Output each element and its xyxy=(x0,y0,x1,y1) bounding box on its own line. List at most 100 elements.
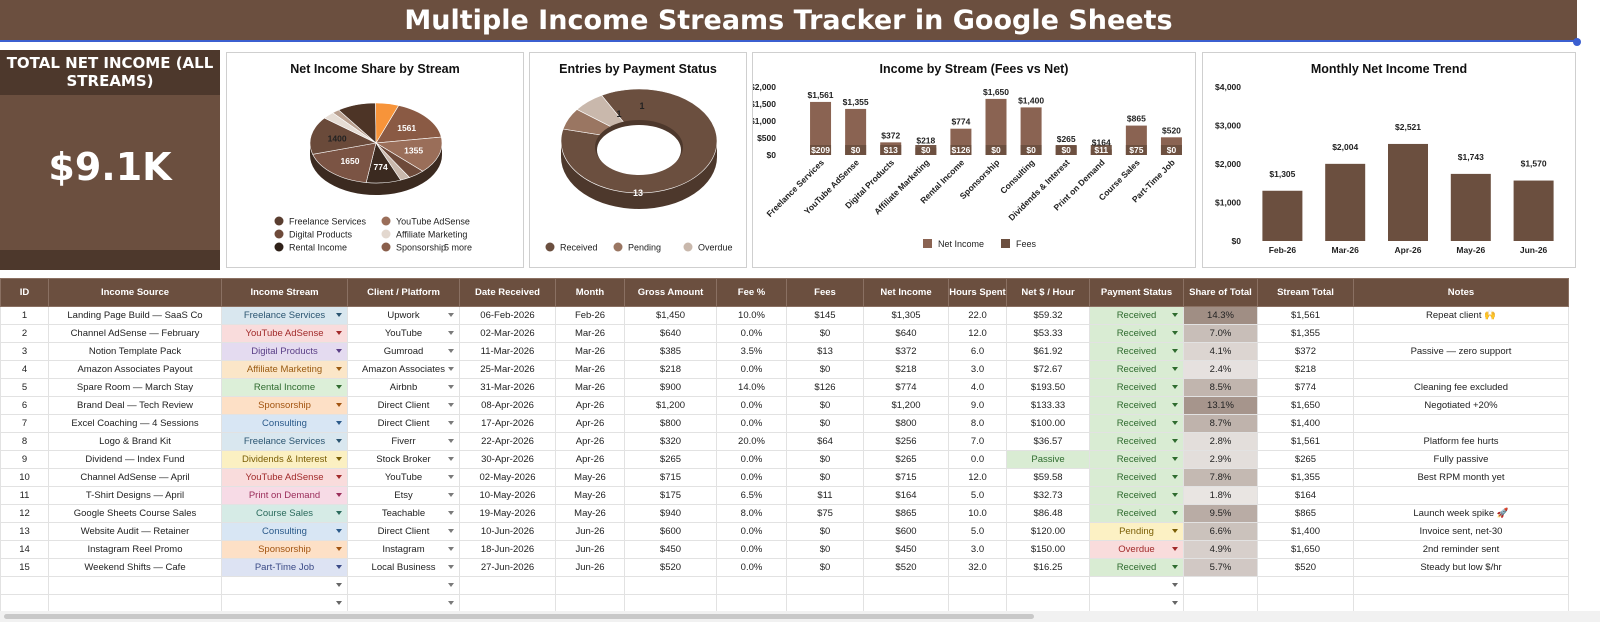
cell-id[interactable]: 6 xyxy=(0,396,49,415)
cell-date-received[interactable]: 17-Apr-2026 xyxy=(459,414,556,433)
cell-notes[interactable]: Negotiated +20% xyxy=(1353,396,1569,415)
cell-notes[interactable]: Best RPM month yet xyxy=(1353,468,1569,487)
cell-month[interactable]: Jun-26 xyxy=(555,540,625,559)
cell-date-received[interactable]: 19-May-2026 xyxy=(459,504,556,523)
cell-stream-total[interactable]: $1,355 xyxy=(1257,324,1354,343)
cell-net-income[interactable]: $600 xyxy=(863,522,949,541)
cell-date-received[interactable]: 11-Mar-2026 xyxy=(459,342,556,361)
column-header[interactable]: Stream Total xyxy=(1257,278,1354,307)
cell-month[interactable]: Mar-26 xyxy=(555,378,625,397)
cell-payment-status[interactable]: Received xyxy=(1089,432,1184,451)
chevron-down-icon[interactable] xyxy=(1172,529,1178,533)
cell-month[interactable] xyxy=(555,576,625,595)
cell-net-hour[interactable]: $36.57 xyxy=(1006,432,1090,451)
cell-income-source[interactable]: Website Audit — Retainer xyxy=(48,522,222,541)
chevron-down-icon[interactable] xyxy=(336,421,342,425)
cell-net-income[interactable]: $774 xyxy=(863,378,949,397)
cell-fee[interactable]: 3.5% xyxy=(716,342,787,361)
cell-net-income[interactable]: $715 xyxy=(863,468,949,487)
cell-net-income[interactable]: $265 xyxy=(863,450,949,469)
cell-net-hour[interactable] xyxy=(1006,594,1090,613)
cell-fees[interactable] xyxy=(786,576,864,595)
cell-net-hour[interactable]: $100.00 xyxy=(1006,414,1090,433)
cell-income-stream[interactable]: Dividends & Interest xyxy=(221,450,348,469)
status-chip[interactable]: Received xyxy=(1090,307,1183,324)
cell-notes[interactable]: Passive — zero support xyxy=(1353,342,1569,361)
cell-month[interactable] xyxy=(555,594,625,613)
stream-chip[interactable]: Rental Income xyxy=(222,379,347,396)
cell-income-source[interactable]: Brand Deal — Tech Review xyxy=(48,396,222,415)
cell-income-stream[interactable]: Sponsorship xyxy=(221,396,348,415)
chevron-down-icon[interactable] xyxy=(1172,601,1178,605)
chevron-down-icon[interactable] xyxy=(336,511,342,515)
cell-client-platform[interactable]: Fiverr xyxy=(347,432,460,451)
cell-notes[interactable]: Steady but low $/hr xyxy=(1353,558,1569,577)
cell-stream-total[interactable]: $865 xyxy=(1257,504,1354,523)
cell-income-source[interactable]: Spare Room — March Stay xyxy=(48,378,222,397)
chevron-down-icon[interactable] xyxy=(1172,403,1178,407)
cell-income-stream[interactable]: Affiliate Marketing xyxy=(221,360,348,379)
cell-fees[interactable]: $11 xyxy=(786,486,864,505)
horizontal-scrollbar[interactable] xyxy=(0,611,1600,622)
cell-gross-amount[interactable]: $800 xyxy=(624,414,717,433)
cell-payment-status[interactable]: Received xyxy=(1089,450,1184,469)
cell-payment-status[interactable]: Received xyxy=(1089,504,1184,523)
cell-gross-amount[interactable]: $520 xyxy=(624,558,717,577)
chevron-down-icon[interactable] xyxy=(336,403,342,407)
cell-income-source[interactable]: Google Sheets Course Sales xyxy=(48,504,222,523)
cell-hours-spent[interactable]: 12.0 xyxy=(948,324,1007,343)
cell-gross-amount[interactable]: $450 xyxy=(624,540,717,559)
cell-stream-total[interactable] xyxy=(1257,576,1354,595)
status-chip[interactable] xyxy=(1091,578,1183,594)
cell-fees[interactable]: $13 xyxy=(786,342,864,361)
status-chip[interactable]: Pending xyxy=(1090,523,1183,540)
cell-fee[interactable]: 6.5% xyxy=(716,486,787,505)
cell-net-income[interactable]: $1,305 xyxy=(863,306,949,325)
cell-gross-amount[interactable]: $940 xyxy=(624,504,717,523)
cell-net-income[interactable]: $520 xyxy=(863,558,949,577)
cell-date-received[interactable]: 08-Apr-2026 xyxy=(459,396,556,415)
cell-notes[interactable]: Cleaning fee excluded xyxy=(1353,378,1569,397)
cell-gross-amount[interactable]: $715 xyxy=(624,468,717,487)
cell-net-income[interactable]: $1,200 xyxy=(863,396,949,415)
cell-gross-amount[interactable]: $640 xyxy=(624,324,717,343)
cell-income-stream[interactable]: Print on Demand xyxy=(221,486,348,505)
cell-client-platform[interactable]: Teachable xyxy=(347,504,460,523)
cell-client-platform[interactable]: Amazon Associates xyxy=(347,360,460,379)
status-chip[interactable]: Received xyxy=(1090,361,1183,378)
cell-fee[interactable]: 0.0% xyxy=(716,360,787,379)
chevron-down-icon[interactable] xyxy=(336,349,342,353)
cell-date-received[interactable]: 30-Apr-2026 xyxy=(459,450,556,469)
cell-hours-spent[interactable]: 3.0 xyxy=(948,360,1007,379)
chevron-down-icon[interactable] xyxy=(448,403,454,407)
cell-hours-spent[interactable]: 5.0 xyxy=(948,486,1007,505)
chevron-down-icon[interactable] xyxy=(336,583,342,587)
cell-stream-total[interactable]: $164 xyxy=(1257,486,1354,505)
scrollbar-thumb[interactable] xyxy=(4,614,1034,619)
cell-income-stream[interactable]: Rental Income xyxy=(221,378,348,397)
column-header[interactable]: Client / Platform xyxy=(347,278,460,307)
cell-month[interactable]: Apr-26 xyxy=(555,414,625,433)
cell-net-hour[interactable]: $120.00 xyxy=(1006,522,1090,541)
cell-notes[interactable] xyxy=(1353,414,1569,433)
cell-fee[interactable]: 0.0% xyxy=(716,450,787,469)
column-header[interactable]: Fees xyxy=(786,278,864,307)
cell-month[interactable]: May-26 xyxy=(555,486,625,505)
chevron-down-icon[interactable] xyxy=(1172,547,1178,551)
cell-stream-total[interactable]: $1,400 xyxy=(1257,522,1354,541)
cell-id[interactable]: 14 xyxy=(0,540,49,559)
column-header[interactable]: Hours Spent xyxy=(948,278,1007,307)
chevron-down-icon[interactable] xyxy=(336,529,342,533)
cell-fee[interactable]: 0.0% xyxy=(716,396,787,415)
cell-fees[interactable]: $145 xyxy=(786,306,864,325)
stream-chip[interactable]: YouTube AdSense xyxy=(222,469,347,486)
cell-gross-amount[interactable]: $265 xyxy=(624,450,717,469)
cell-month[interactable]: May-26 xyxy=(555,468,625,487)
cell-fee[interactable]: 0.0% xyxy=(716,540,787,559)
cell-income-source[interactable]: Notion Template Pack xyxy=(48,342,222,361)
chevron-down-icon[interactable] xyxy=(1172,331,1178,335)
cell-income-stream[interactable]: Consulting xyxy=(221,414,348,433)
cell-client-platform[interactable]: Direct Client xyxy=(347,522,460,541)
cell-hours-spent[interactable]: 12.0 xyxy=(948,468,1007,487)
cell-income-source[interactable]: Amazon Associates Payout xyxy=(48,360,222,379)
